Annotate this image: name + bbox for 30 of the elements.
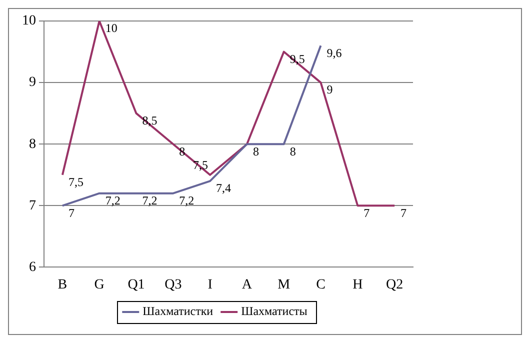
x-tick-label: M — [278, 277, 291, 292]
legend-label: Шахматисты — [241, 304, 308, 318]
data-label: 7,2 — [142, 193, 158, 208]
data-label: 7 — [364, 206, 370, 220]
data-label: 8 — [252, 144, 259, 158]
legend-label: Шахматистки — [142, 304, 214, 318]
y-tick-label: 7 — [29, 198, 36, 214]
x-tick-label: Q1 — [128, 277, 145, 292]
x-tick-label: I — [208, 277, 213, 292]
data-label: 7,2 — [179, 193, 194, 208]
x-tick-label: Q3 — [164, 277, 182, 292]
y-tick-label: 6 — [29, 260, 36, 275]
data-label: 7,2 — [105, 193, 120, 208]
x-tick-label: G — [94, 277, 104, 292]
x-tick-label: A — [242, 277, 253, 292]
x-tick-label: H — [352, 277, 363, 292]
data-label: 7,5 — [68, 175, 84, 190]
x-tick-label: C — [316, 277, 326, 292]
data-label: 9 — [326, 82, 333, 97]
data-label: 7,4 — [216, 181, 232, 196]
data-label: 8 — [290, 144, 296, 158]
x-tick-label: B — [58, 277, 68, 292]
data-label: 7 — [400, 206, 407, 220]
data-label: 10 — [105, 21, 118, 36]
data-label: 7 — [68, 206, 74, 220]
y-tick-label: 9 — [29, 75, 36, 90]
x-tick-label: Q2 — [386, 277, 404, 292]
y-tick-label: 8 — [29, 136, 36, 152]
data-label: 9,6 — [326, 46, 342, 60]
y-tick-label: 10 — [22, 14, 36, 29]
